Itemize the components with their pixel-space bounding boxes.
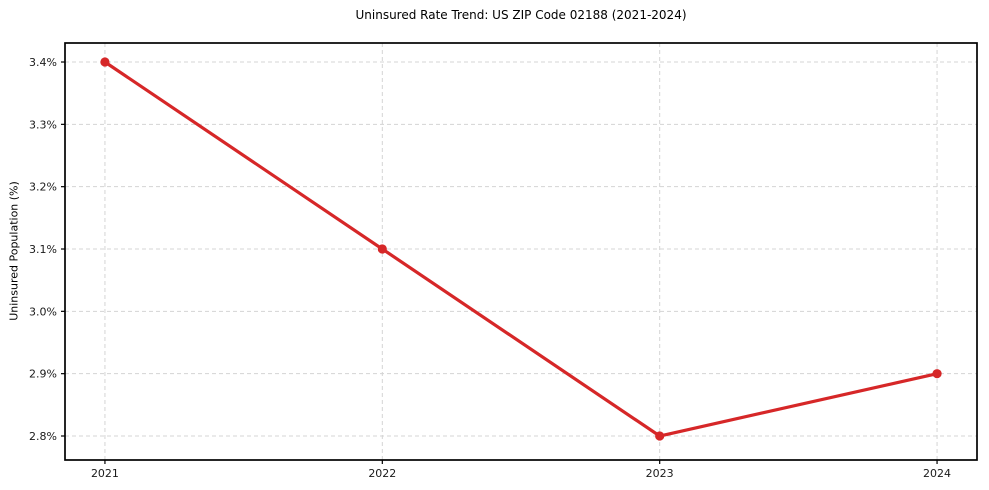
data-point-marker	[655, 431, 665, 441]
y-tick-label: 3.0%	[29, 305, 57, 318]
y-tick-label: 3.3%	[29, 118, 57, 131]
x-tick-label: 2023	[646, 467, 674, 480]
trend-line	[103, 60, 939, 438]
data-point-marker	[100, 57, 110, 67]
y-tick-label: 3.1%	[29, 243, 57, 256]
y-tick-label: 2.9%	[29, 368, 57, 381]
y-tick-label: 3.4%	[29, 56, 57, 69]
x-tick-label: 2021	[91, 467, 119, 480]
y-tick-label: 2.8%	[29, 430, 57, 443]
x-tick-label: 2022	[368, 467, 396, 480]
y-tick-label: 3.2%	[29, 181, 57, 194]
x-tick-label: 2024	[923, 467, 951, 480]
y-axis-label: Uninsured Population (%)	[7, 181, 21, 321]
chart-title: Uninsured Rate Trend: US ZIP Code 02188 …	[355, 8, 687, 22]
plot-border	[64, 42, 978, 461]
data-point-marker	[932, 369, 942, 379]
data-point-marker	[377, 244, 387, 254]
